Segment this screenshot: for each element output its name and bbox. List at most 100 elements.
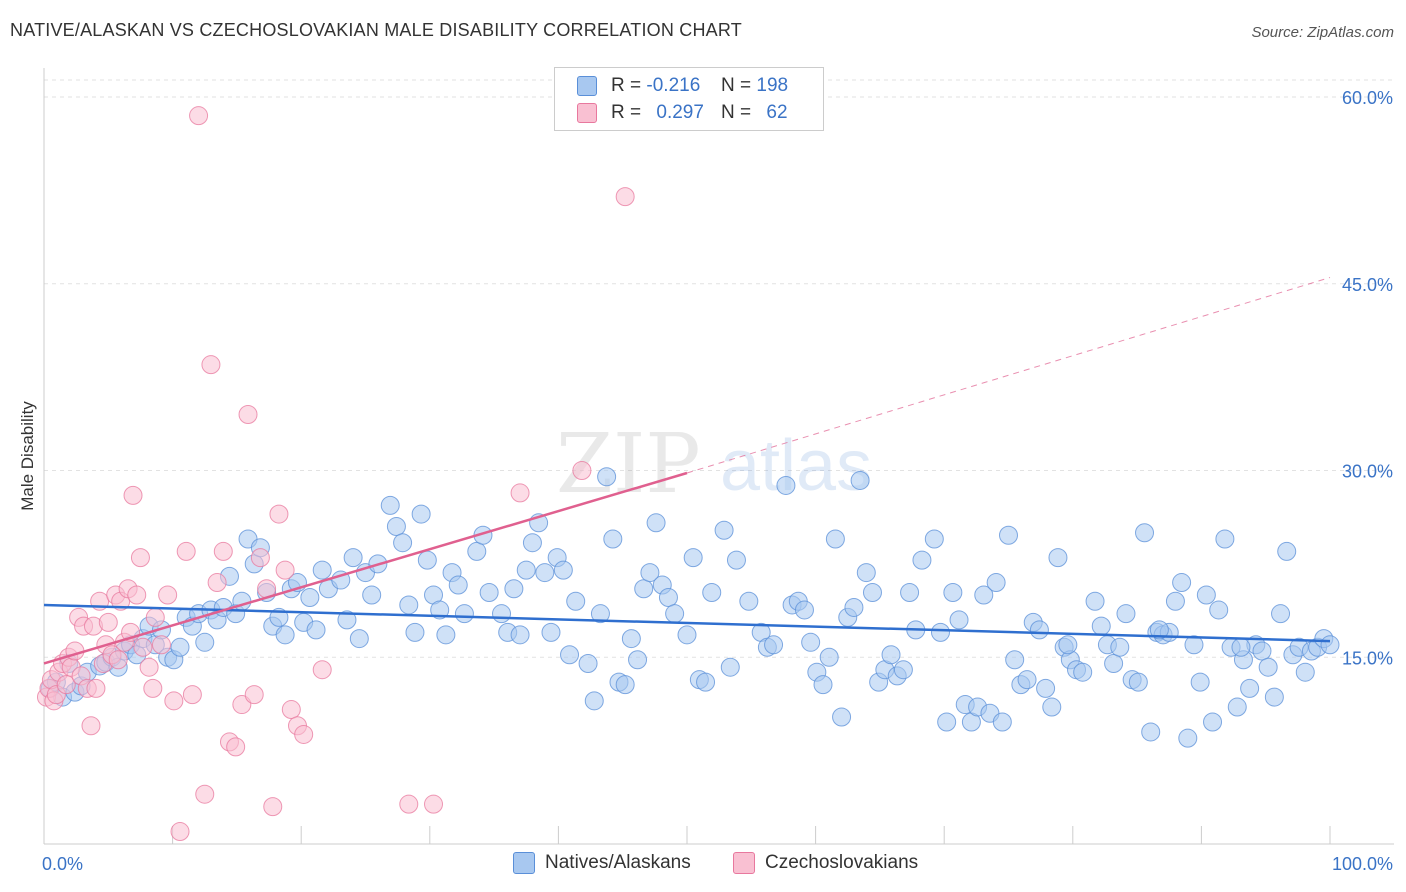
natives-point-41 (300, 587, 320, 607)
natives-point-82 (584, 691, 604, 711)
czech-point-49 (232, 695, 252, 715)
natives-point-187 (1277, 541, 1297, 561)
gridlines (44, 79, 1394, 658)
natives-point-146 (1017, 670, 1037, 690)
natives-point-94 (658, 587, 678, 607)
natives-point-117 (832, 707, 852, 727)
natives-point-85 (603, 529, 623, 549)
natives-point-135 (949, 610, 969, 630)
natives-point-179 (1227, 697, 1247, 717)
natives-point-79 (560, 645, 580, 665)
czech-point-57 (281, 700, 301, 720)
natives-point-156 (1085, 591, 1105, 611)
natives-point-196 (1149, 620, 1169, 640)
natives-point-176 (1209, 600, 1229, 620)
czech-point-33 (139, 657, 159, 677)
natives-point-112 (801, 632, 821, 652)
natives-point-185 (1264, 687, 1284, 707)
natives-point-102 (720, 657, 740, 677)
natives-point-111 (794, 600, 814, 620)
czech-point-29 (123, 485, 143, 505)
natives-point-169 (1165, 591, 1185, 611)
czech-point-35 (145, 607, 165, 627)
natives-point-50 (362, 585, 382, 605)
natives-point-56 (405, 622, 425, 642)
legend-swatch-natives (577, 76, 597, 96)
natives-point-101 (714, 520, 734, 540)
natives-point-133 (937, 712, 957, 732)
natives-point-96 (677, 625, 697, 645)
natives-point-99 (696, 672, 716, 692)
natives-point-92 (646, 513, 666, 533)
natives-point-78 (553, 560, 573, 580)
czech-point-37 (158, 585, 178, 605)
natives-point-75 (535, 563, 555, 583)
czech-point-39 (170, 822, 190, 842)
natives-point-116 (825, 529, 845, 549)
legend-swatch-czech (577, 103, 597, 123)
legend-row-natives: R = -0.216 N = 198 (577, 74, 788, 98)
natives-point-195 (1231, 637, 1251, 657)
natives-point-155 (1073, 662, 1093, 682)
x-tick-label-100: 100.0% (1332, 854, 1393, 874)
natives-point-190 (1295, 662, 1315, 682)
natives-point-90 (634, 579, 654, 599)
natives-point-47 (343, 548, 363, 568)
natives-point-151 (1048, 548, 1068, 568)
natives-point-120 (850, 470, 870, 490)
natives-point-165 (1141, 722, 1161, 742)
czech-point-64 (424, 794, 444, 814)
czech-point-65 (510, 483, 530, 503)
czech-point-40 (176, 541, 196, 561)
trend-line-czech-extrapolated (686, 277, 1331, 474)
czech-point-24 (108, 650, 128, 670)
natives-point-73 (522, 533, 542, 553)
czech-point-45 (207, 573, 227, 593)
natives-point-122 (862, 583, 882, 603)
natives-point-114 (813, 675, 833, 695)
legend-swatch-natives (513, 852, 535, 874)
y-tick-labels: 15.0% 30.0% 45.0% 60.0% (1342, 88, 1393, 668)
czech-point-44 (201, 355, 221, 375)
czech-point-30 (127, 585, 147, 605)
legend-swatch-czech (733, 852, 755, 874)
natives-point-164 (1135, 523, 1155, 543)
natives-point-128 (900, 583, 920, 603)
legend-r-value-natives: -0.216 (646, 75, 701, 96)
natives-point-184 (1258, 657, 1278, 677)
chart-source: Source: ZipAtlas.com (1251, 24, 1394, 41)
natives-point-197 (1058, 635, 1078, 655)
natives-point-183 (1252, 641, 1272, 661)
axes (43, 68, 1394, 845)
czech-point-36 (151, 635, 171, 655)
natives-point-150 (1042, 697, 1062, 717)
czech-point-43 (195, 784, 215, 804)
legend-item-czech: Czechoslovakians (733, 852, 918, 874)
legend-r-label: R = (611, 102, 642, 123)
natives-point-194 (1320, 635, 1340, 655)
natives-point-163 (1128, 672, 1148, 692)
natives-point-125 (881, 645, 901, 665)
natives-point-24 (195, 632, 215, 652)
legend-n-label: N = (721, 102, 752, 123)
natives-point-55 (399, 595, 419, 615)
trend-lines (43, 277, 1331, 665)
czech-point-61 (572, 461, 592, 480)
natives-point-172 (1184, 635, 1204, 655)
legend-row-czech: R = 0.297 N = 62 (577, 101, 788, 125)
natives-point-48 (349, 629, 369, 649)
natives-point-64 (454, 604, 474, 624)
natives-point-157 (1091, 616, 1111, 636)
natives-point-142 (992, 712, 1012, 732)
natives-point-119 (844, 597, 864, 617)
natives-point-53 (386, 517, 406, 537)
series-czech-points (36, 106, 635, 842)
czech-point-48 (226, 737, 246, 757)
natives-point-159 (1104, 653, 1124, 673)
natives-point-107 (764, 635, 784, 655)
y-tick-label-15: 15.0% (1342, 648, 1393, 668)
natives-point-37 (275, 625, 295, 645)
natives-point-54 (393, 533, 413, 553)
czech-point-21 (98, 612, 118, 632)
natives-point-171 (1178, 728, 1198, 748)
